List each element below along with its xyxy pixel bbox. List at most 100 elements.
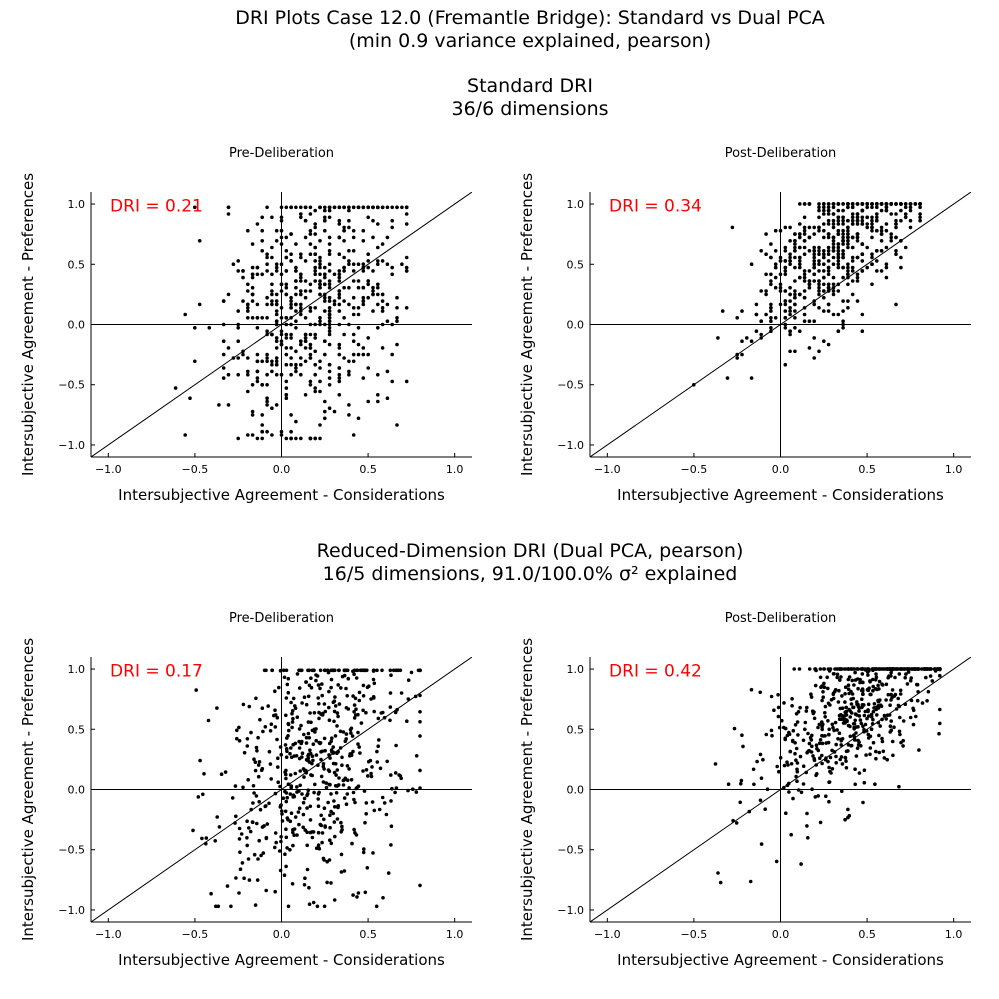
scatter-point bbox=[290, 882, 295, 886]
scatter-point bbox=[867, 714, 871, 718]
scatter-point bbox=[299, 362, 303, 367]
scatter-point bbox=[782, 725, 786, 730]
scatter-point bbox=[418, 768, 422, 773]
scatter-point bbox=[833, 720, 838, 725]
scatter-point bbox=[371, 218, 375, 223]
scatter-point bbox=[886, 675, 890, 680]
scatter-point bbox=[816, 794, 820, 798]
scatter-point bbox=[349, 731, 353, 735]
scatter-point bbox=[773, 262, 778, 267]
scatter-point bbox=[855, 212, 860, 216]
x-tick-label: −0.5 bbox=[681, 928, 708, 941]
scatter-point bbox=[310, 773, 315, 778]
scatter-point bbox=[395, 205, 399, 210]
scatter-point bbox=[860, 704, 865, 708]
scatter-point bbox=[835, 675, 839, 680]
scatter-point bbox=[789, 762, 794, 766]
scatter-point bbox=[323, 265, 327, 270]
scatter-point bbox=[308, 322, 313, 327]
scatter-point bbox=[279, 205, 284, 210]
scatter-point bbox=[807, 741, 812, 746]
scatter-point bbox=[234, 814, 238, 819]
scatter-point bbox=[836, 259, 841, 263]
scatter-point bbox=[418, 710, 422, 714]
scatter-point bbox=[752, 782, 756, 787]
scatter-point bbox=[193, 326, 197, 330]
scatter-point bbox=[803, 720, 808, 725]
scatter-point bbox=[274, 346, 279, 350]
scatter-point bbox=[303, 359, 308, 364]
scatter-point bbox=[400, 262, 404, 267]
scatter-point bbox=[822, 685, 826, 689]
scatter-point bbox=[788, 255, 792, 260]
scatter-point bbox=[238, 850, 242, 854]
scatter-point bbox=[294, 366, 298, 370]
scatter-point bbox=[826, 272, 831, 277]
scatter-point bbox=[289, 755, 294, 760]
scatter-point bbox=[278, 745, 283, 749]
scatter-point bbox=[270, 245, 274, 250]
scatter-point bbox=[327, 242, 332, 246]
scatter-point bbox=[884, 275, 889, 280]
scatter-point bbox=[336, 714, 340, 719]
scatter-point bbox=[376, 285, 380, 290]
scatter-point bbox=[841, 252, 845, 256]
scatter-point bbox=[838, 667, 843, 671]
scatter-point bbox=[284, 269, 289, 273]
scatter-point bbox=[226, 205, 231, 210]
scatter-point bbox=[347, 218, 351, 223]
scatter-point bbox=[393, 710, 398, 715]
scatter-point bbox=[329, 841, 334, 846]
scatter-point bbox=[870, 235, 874, 240]
scatter-point bbox=[250, 409, 255, 414]
scatter-point bbox=[242, 876, 246, 880]
scatter-point bbox=[351, 235, 356, 240]
scatter-point bbox=[338, 746, 343, 750]
scatter-point bbox=[361, 668, 366, 673]
scatter-point bbox=[903, 202, 908, 206]
scatter-point bbox=[333, 695, 337, 699]
scatter-point bbox=[318, 316, 322, 320]
scatter-point bbox=[783, 362, 788, 367]
scatter-point bbox=[299, 302, 303, 307]
scatter-point bbox=[818, 675, 823, 680]
scatter-point bbox=[874, 756, 878, 761]
scatter-point bbox=[276, 780, 281, 784]
scatter-point bbox=[891, 753, 895, 758]
scatter-point bbox=[258, 807, 263, 812]
scatter-point bbox=[798, 292, 802, 297]
scatter-point bbox=[388, 705, 393, 709]
scatter-point bbox=[799, 790, 804, 795]
scatter-point bbox=[354, 676, 359, 680]
scatter-point bbox=[865, 205, 869, 210]
scatter-point bbox=[812, 299, 816, 303]
scatter-point bbox=[294, 302, 298, 307]
scatter-point bbox=[740, 309, 744, 313]
scatter-point bbox=[783, 269, 788, 273]
scatter-point bbox=[235, 736, 239, 741]
scatter-point bbox=[908, 205, 913, 210]
scatter-point bbox=[198, 758, 202, 763]
scatter-point bbox=[260, 766, 265, 771]
scatter-point bbox=[822, 252, 826, 256]
scatter-point bbox=[765, 787, 770, 791]
scatter-point bbox=[327, 369, 332, 374]
scatter-point bbox=[884, 682, 889, 687]
main-title-line1: DRI Plots Case 12.0 (Fremantle Bridge): … bbox=[235, 7, 825, 29]
scatter-point bbox=[270, 299, 274, 303]
scatter-point bbox=[286, 721, 291, 726]
scatter-point bbox=[834, 754, 838, 759]
scatter-point bbox=[236, 269, 240, 273]
scatter-point bbox=[313, 252, 318, 256]
scatter-point bbox=[236, 259, 240, 263]
scatter-point bbox=[332, 805, 337, 809]
scatter-point bbox=[332, 699, 337, 703]
scatter-point bbox=[385, 319, 390, 324]
scatter-point bbox=[260, 228, 265, 233]
y-axis-label: Intersubjective Agreement - Preferences bbox=[518, 638, 536, 941]
scatter-point bbox=[299, 215, 303, 220]
scatter-point bbox=[783, 322, 788, 327]
scatter-point bbox=[773, 265, 778, 270]
scatter-point bbox=[826, 302, 831, 307]
scatter-point bbox=[303, 279, 308, 283]
